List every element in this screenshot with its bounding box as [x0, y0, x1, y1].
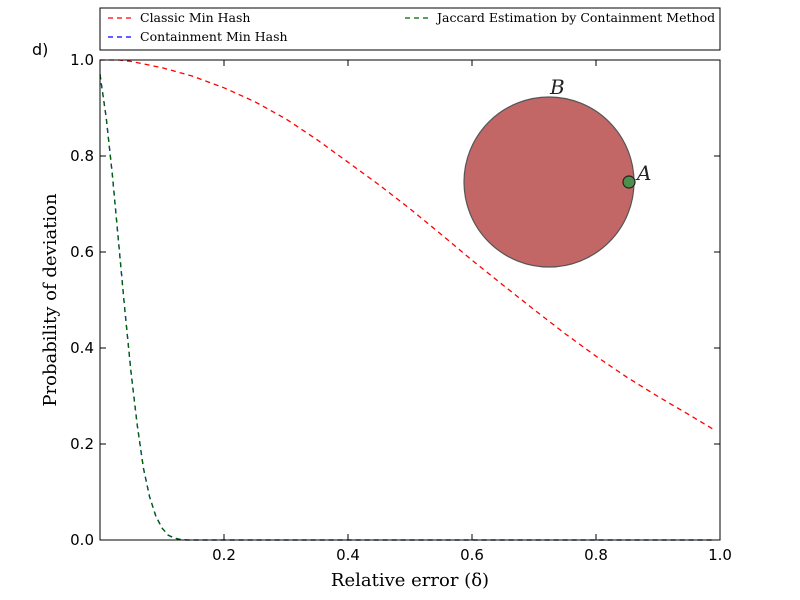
plot-frame	[99, 59, 721, 541]
plot-background	[100, 60, 720, 540]
y-tick-label: 0.6	[70, 243, 94, 261]
x-axis: 0.2 0.4 0.6 0.8 1.0	[212, 60, 732, 564]
x-tick-label: 1.0	[708, 546, 732, 564]
legend-entry: Containment Min Hash	[108, 29, 288, 44]
y-tick-label: 0.4	[70, 339, 94, 357]
venn-inset: BA	[463, 75, 651, 268]
y-axis: 0.0 0.2 0.4 0.6 0.8 1.0	[70, 51, 720, 549]
legend-label: Classic Min Hash	[140, 10, 250, 25]
plot-area: BA 0.2 0.4 0.6 0.8 1.0 0.00.20.40.60.81.0	[70, 51, 732, 564]
venn-set-a	[622, 175, 636, 189]
y-axis-title: Probability of deviation	[40, 193, 61, 407]
legend-label: Jaccard Estimation by Containment Method	[435, 10, 715, 25]
legend-frame	[99, 7, 721, 51]
x-tick-label: 0.6	[460, 546, 484, 564]
venn-set-b	[463, 96, 635, 268]
legend-entry: Jaccard Estimation by Containment Method	[405, 10, 715, 25]
y-tick-label: 0.0	[70, 531, 94, 549]
x-tick-label: 0.4	[336, 546, 360, 564]
legend-label: Containment Min Hash	[140, 29, 288, 44]
series-line-classic-min-hash	[100, 59, 715, 431]
x-axis-title: Relative error (δ)	[331, 570, 489, 591]
x-tick-label: 0.2	[212, 546, 236, 564]
y-tick-label: 0.2	[70, 435, 94, 453]
venn-label-a: A	[635, 161, 651, 185]
venn-label-b: B	[549, 75, 565, 99]
x-tick-label: 0.8	[584, 546, 608, 564]
legend: Classic Min Hash Containment Min Hash Jacc…	[99, 7, 721, 51]
y-tick-label: 1.0	[70, 51, 94, 69]
y-tick-label: 0.8	[70, 147, 94, 165]
legend-entry: Classic Min Hash	[108, 10, 250, 25]
panel-label: d)	[32, 40, 48, 59]
